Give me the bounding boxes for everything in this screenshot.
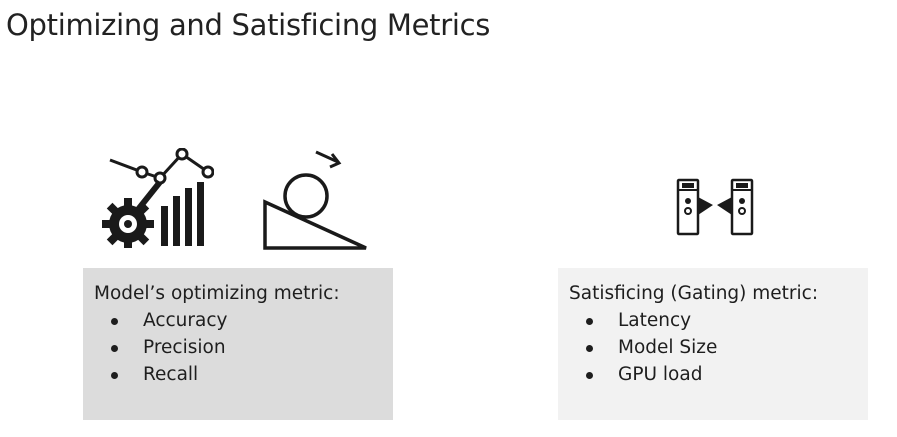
optimizing-metric-list: Accuracy Precision Recall: [94, 307, 393, 388]
gate-icon: [674, 177, 756, 237]
satisficing-metric-heading: Satisficing (Gating) metric:: [569, 283, 819, 304]
optimizing-metric-box: Model’s optimizing metric: Accuracy Prec…: [83, 268, 393, 420]
satisficing-metric-list: Latency Model Size GPU load: [569, 307, 868, 388]
list-item: Latency: [569, 307, 868, 334]
slide-title: Optimizing and Satisficing Metrics: [6, 8, 491, 42]
list-item: Precision: [94, 334, 393, 361]
satisficing-metric-box: Satisficing (Gating) metric: Latency Mod…: [558, 268, 868, 420]
list-item: Recall: [94, 361, 393, 388]
ball-ramp-icon: [262, 150, 372, 252]
gear-chart-icon: [102, 148, 214, 248]
optimizing-metric-heading: Model’s optimizing metric:: [94, 283, 340, 304]
list-item: Accuracy: [94, 307, 393, 334]
list-item: GPU load: [569, 361, 868, 388]
list-item: Model Size: [569, 334, 868, 361]
